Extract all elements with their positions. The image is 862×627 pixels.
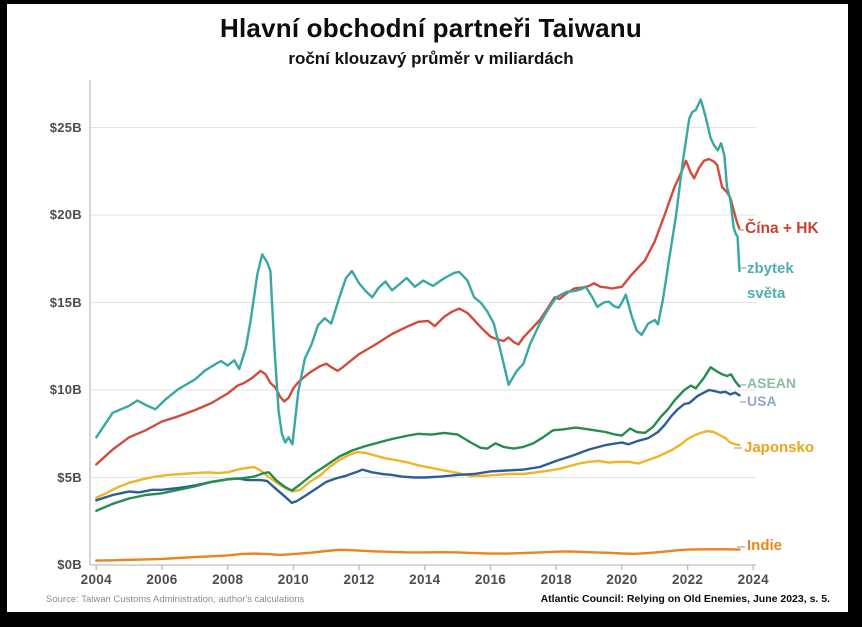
x-tick-label: 2020 bbox=[606, 572, 638, 587]
label-leader-dash bbox=[740, 401, 746, 403]
series-label-indie: Indie bbox=[747, 537, 783, 554]
x-tick-label: 2014 bbox=[409, 572, 441, 587]
x-tick-label: 2016 bbox=[474, 572, 507, 587]
label-leader-dash bbox=[739, 229, 744, 231]
x-tick-label: 2010 bbox=[277, 572, 309, 587]
y-tick-label: $10B bbox=[49, 382, 82, 397]
series-label-usa: USA bbox=[747, 393, 777, 409]
x-tick-label: 2006 bbox=[146, 572, 178, 587]
x-tick-label: 2008 bbox=[212, 572, 244, 587]
label-leader-dash bbox=[740, 384, 746, 386]
series-label-cina-hk: Čína + HK bbox=[745, 220, 819, 237]
chart-subtitle: roční klouzavý průměr v miliardách bbox=[288, 49, 574, 68]
series-line-zbytek_sveta bbox=[95, 98, 741, 446]
series-label-zbytek-sveta: zbytek světa bbox=[747, 260, 794, 302]
series-line-cina_hk bbox=[95, 157, 741, 466]
x-tick-label: 2004 bbox=[80, 572, 112, 587]
series-line-japonsko bbox=[95, 429, 741, 499]
series-line-asean bbox=[95, 366, 741, 512]
x-tick-label: 2012 bbox=[343, 572, 375, 587]
y-tick-label: $15B bbox=[49, 294, 82, 310]
x-tick-label: 2022 bbox=[671, 572, 704, 587]
series-line-indie bbox=[95, 548, 741, 562]
label-leader-dash bbox=[741, 267, 746, 269]
series-label-asean: ASEAN bbox=[747, 375, 797, 391]
y-tick-label: $0B bbox=[57, 557, 82, 572]
series-label-japonsko: Japonsko bbox=[744, 439, 815, 456]
source-note: Source: Taiwan Customs Administration, a… bbox=[46, 594, 305, 605]
x-tick-label: 2018 bbox=[540, 572, 572, 587]
y-tick-label: $5B bbox=[57, 469, 82, 485]
attribution-note: Atlantic Council: Relying on Old Enemies… bbox=[540, 593, 830, 605]
label-leader-dash bbox=[737, 546, 745, 548]
x-tick-label: 2024 bbox=[737, 572, 769, 587]
label-leader-dash bbox=[734, 447, 742, 449]
y-tick-label: $20B bbox=[49, 207, 82, 222]
chart-background bbox=[7, 4, 848, 612]
y-tick-label: $25B bbox=[49, 119, 82, 135]
chart-title: Hlavní obchodní partneři Taiwanu bbox=[220, 13, 642, 43]
